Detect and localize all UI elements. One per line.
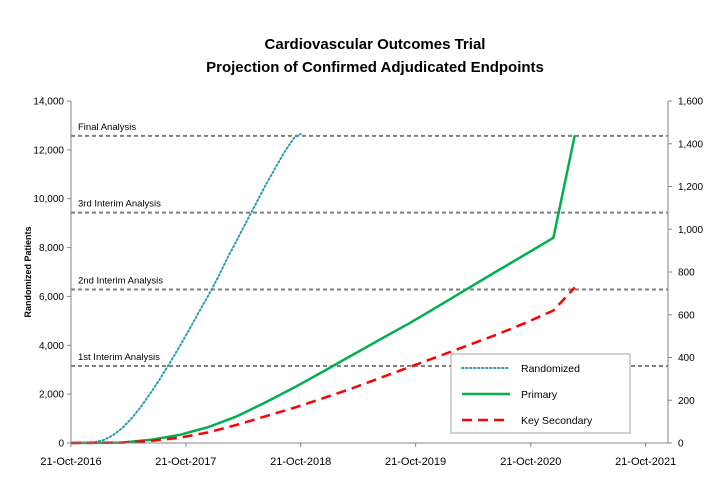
legend: Randomized Primary Key Secondary (450, 353, 631, 434)
y-tick-label: 10,000 (33, 194, 64, 205)
y-tick-label: 0 (58, 439, 64, 450)
y-tick-label: 14,000 (33, 97, 64, 108)
x-tick-label: 21-Oct-2017 (155, 456, 216, 468)
y2-tick-label: 0 (678, 439, 684, 450)
series-group (70, 133, 577, 445)
legend-label: Randomized (521, 363, 580, 375)
y-tick-label: 12,000 (33, 145, 64, 156)
x-tick-label: 21-Oct-2021 (615, 456, 676, 468)
tick-labels: 0 2,000 4,000 6,000 8,000 10,000 12,000 14,000 0… (33, 97, 703, 469)
legend-label: Primary (521, 389, 558, 401)
y2-tick-label: 400 (678, 353, 695, 364)
y-tick-label: 6,000 (39, 292, 64, 303)
y2-tick-label: 1,400 (678, 139, 703, 150)
analysis-label: Final Analysis (78, 122, 136, 133)
y-tick-label: 4,000 (39, 341, 64, 352)
x-tick-label: 21-Oct-2019 (385, 456, 446, 468)
y2-tick-label: 1,600 (678, 97, 703, 108)
chart-title: Cardiovascular Outcomes Trial (265, 36, 486, 53)
y-axis-label: Randomized Patients (23, 226, 33, 317)
x-tick-label: 21-Oct-2018 (270, 456, 331, 468)
series-randomized-line (70, 133, 302, 444)
y2-tick-label: 1,200 (678, 182, 703, 193)
y-tick-label: 2,000 (39, 390, 64, 401)
series-key-secondary-line (70, 286, 576, 445)
analysis-label: 1st Interim Analysis (78, 352, 160, 363)
chart-subtitle: Projection of Confirmed Adjudicated Endp… (206, 59, 544, 76)
legend-label: Key Secondary (521, 415, 593, 427)
analysis-lines (71, 134, 668, 368)
series-primary-line (70, 134, 577, 445)
legend-entries: Randomized Primary Key Secondary (461, 363, 593, 427)
analysis-label: 2nd Interim Analysis (78, 276, 163, 287)
y2-tick-label: 600 (678, 310, 695, 321)
x-tick-label: 21-Oct-2020 (500, 456, 561, 468)
analysis-label: 3rd Interim Analysis (78, 199, 161, 210)
y-tick-label: 8,000 (39, 243, 64, 254)
y2-tick-label: 1,000 (678, 225, 703, 236)
y2-tick-label: 200 (678, 396, 695, 407)
axes (67, 100, 672, 447)
y2-tick-label: 800 (678, 268, 695, 279)
x-tick-label: 21-Oct-2016 (40, 456, 101, 468)
analysis-labels: 1st Interim Analysis 2nd Interim Analysis… (78, 122, 163, 363)
